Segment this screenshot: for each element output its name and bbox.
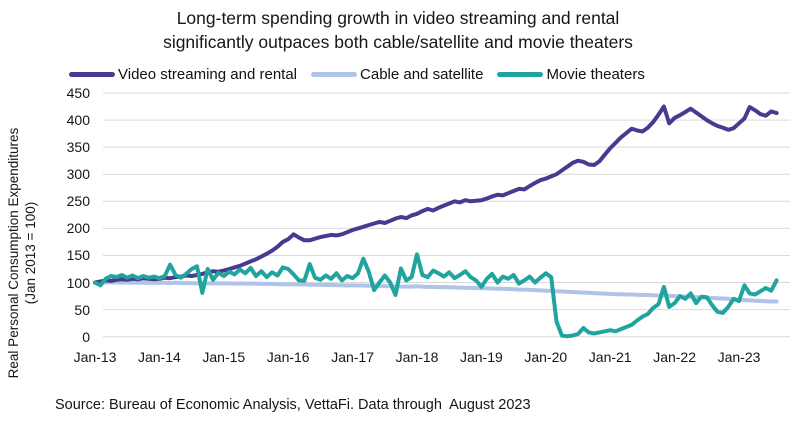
legend-label-video-streaming: Video streaming and rental — [118, 66, 298, 83]
legend-item-video-streaming: Video streaming and rental — [69, 66, 297, 83]
series-line-video-streaming-and-rental — [93, 104, 779, 285]
series-line-movie-theaters — [93, 252, 779, 339]
y-tick-label-0: 0 — [82, 328, 90, 345]
y-tick-label-450: 450 — [66, 85, 90, 101]
x-tick-label-Jan-21: Jan-21 — [588, 349, 632, 365]
y-tick-label-350: 350 — [66, 139, 90, 156]
x-tick-label-Jan-17: Jan-17 — [331, 349, 374, 365]
legend-swatch-cable-satellite — [311, 72, 358, 77]
legend-item-movie-theaters: Movie theaters — [497, 66, 645, 83]
legend-swatch-movie-theaters — [497, 72, 544, 77]
y-tick-label-150: 150 — [66, 247, 90, 264]
x-tick-label-Jan-14: Jan-14 — [137, 349, 181, 365]
legend-swatch-video-streaming — [69, 72, 115, 77]
y-tick-label-100: 100 — [66, 274, 90, 291]
source-note: Source: Bureau of Economic Analysis, Vet… — [55, 397, 531, 413]
y-tick-label-400: 400 — [66, 112, 90, 129]
chart-legend: Video streaming and rental Cable and sat… — [69, 66, 645, 83]
chart-title-line2: significantly outpaces both cable/satell… — [163, 32, 633, 52]
x-tick-label-Jan-15: Jan-15 — [202, 349, 246, 365]
legend-label-cable-satellite: Cable and satellite — [360, 66, 484, 83]
series-line-cable-and-satellite — [93, 280, 779, 304]
x-tick-label-Jan-23: Jan-23 — [717, 349, 761, 365]
y-tick-label-250: 250 — [66, 193, 90, 210]
legend-label-movie-theaters: Movie theaters — [546, 66, 645, 83]
chart-title-line1: Long-term spending growth in video strea… — [176, 8, 620, 28]
x-tick-label-Jan-19: Jan-19 — [459, 349, 503, 365]
y-tick-label-300: 300 — [66, 166, 90, 183]
x-tick-label-Jan-13: Jan-13 — [73, 349, 117, 365]
y-tick-label-50: 50 — [74, 301, 90, 318]
x-tick-label-Jan-22: Jan-22 — [653, 349, 696, 365]
x-tick-label-Jan-16: Jan-16 — [266, 349, 310, 365]
y-tick-label-200: 200 — [66, 220, 90, 237]
chart-title: Long-term spending growth in video strea… — [0, 6, 796, 54]
legend-item-cable-satellite: Cable and satellite — [311, 66, 483, 83]
x-tick-label-Jan-18: Jan-18 — [395, 349, 439, 365]
x-tick-label-Jan-20: Jan-20 — [524, 349, 568, 365]
